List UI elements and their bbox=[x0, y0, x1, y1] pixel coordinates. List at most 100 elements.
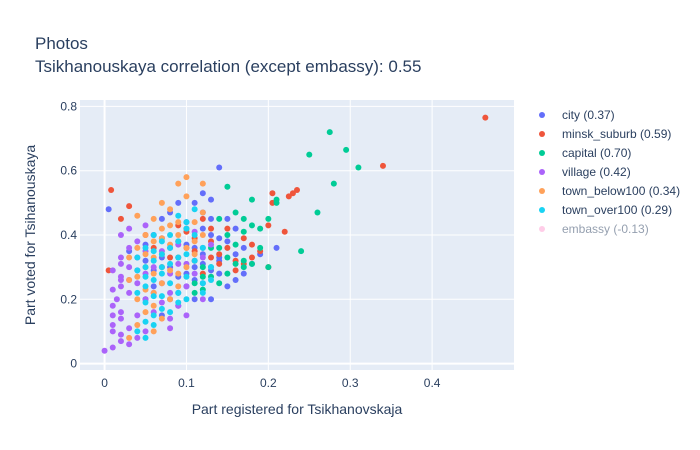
x-tick-label: 0.3 bbox=[342, 376, 359, 390]
data-point bbox=[175, 232, 182, 238]
legend-label[interactable]: capital (0.70) bbox=[562, 146, 631, 160]
data-point bbox=[224, 232, 231, 238]
legend-marker[interactable] bbox=[539, 207, 545, 213]
data-point bbox=[199, 225, 206, 232]
data-point bbox=[113, 296, 120, 303]
data-point bbox=[191, 206, 198, 213]
data-point bbox=[191, 257, 198, 264]
data-point bbox=[175, 219, 182, 226]
data-point bbox=[134, 267, 141, 274]
data-point bbox=[248, 222, 255, 229]
data-point bbox=[117, 338, 124, 345]
data-point bbox=[216, 244, 223, 251]
data-point bbox=[191, 219, 198, 226]
data-point bbox=[265, 222, 272, 229]
data-point bbox=[150, 328, 157, 335]
data-point bbox=[199, 254, 206, 261]
data-point bbox=[199, 209, 206, 216]
legend-marker[interactable] bbox=[539, 188, 545, 194]
data-point bbox=[208, 277, 215, 283]
data-point bbox=[183, 273, 190, 280]
data-point bbox=[281, 228, 288, 235]
data-point bbox=[208, 296, 215, 303]
legend-label[interactable]: town_below100 (0.34) bbox=[562, 184, 680, 198]
data-point bbox=[150, 257, 157, 264]
legend-marker[interactable] bbox=[539, 169, 545, 175]
data-point bbox=[208, 232, 215, 238]
data-point bbox=[216, 280, 223, 287]
data-point bbox=[224, 283, 231, 290]
data-point bbox=[208, 264, 215, 271]
data-point bbox=[306, 151, 313, 158]
data-point bbox=[109, 267, 116, 274]
legend-label[interactable]: embassy (-0.13) bbox=[562, 222, 649, 236]
data-point bbox=[183, 296, 190, 303]
data-point bbox=[167, 244, 174, 251]
data-point bbox=[199, 280, 206, 287]
data-point bbox=[126, 334, 133, 341]
data-point bbox=[208, 196, 215, 203]
data-point bbox=[126, 289, 133, 296]
data-point bbox=[330, 180, 337, 187]
data-point bbox=[126, 341, 133, 348]
data-point bbox=[216, 164, 223, 171]
data-point bbox=[208, 241, 215, 248]
legend-marker[interactable] bbox=[539, 226, 545, 232]
data-point bbox=[257, 225, 264, 232]
data-point bbox=[191, 296, 198, 303]
data-point bbox=[355, 164, 362, 171]
data-point bbox=[265, 264, 272, 271]
legend-label[interactable]: minsk_suburb (0.59) bbox=[562, 127, 671, 141]
legend-marker[interactable] bbox=[539, 150, 545, 156]
data-point bbox=[208, 215, 215, 222]
data-point bbox=[183, 225, 190, 232]
data-point bbox=[108, 187, 115, 193]
data-point bbox=[142, 334, 149, 341]
y-tick-label: 0.6 bbox=[60, 164, 77, 178]
data-point bbox=[482, 114, 489, 121]
data-point bbox=[216, 215, 223, 222]
data-point bbox=[142, 257, 149, 264]
data-point bbox=[142, 318, 149, 325]
data-point bbox=[150, 312, 157, 319]
data-point bbox=[134, 244, 141, 251]
data-point bbox=[248, 196, 255, 203]
data-point bbox=[142, 299, 149, 306]
legend-label[interactable]: city (0.37) bbox=[562, 108, 615, 122]
data-point bbox=[134, 328, 141, 335]
data-point bbox=[117, 273, 124, 280]
data-point bbox=[167, 309, 174, 316]
data-point bbox=[134, 289, 141, 296]
data-point bbox=[273, 244, 280, 251]
data-point bbox=[109, 312, 116, 319]
data-point bbox=[167, 206, 174, 213]
data-point bbox=[326, 129, 333, 136]
legend-label[interactable]: village (0.42) bbox=[562, 165, 631, 179]
data-point bbox=[134, 296, 141, 303]
data-point bbox=[199, 244, 206, 251]
data-point bbox=[126, 203, 133, 210]
data-point bbox=[150, 264, 157, 271]
data-point bbox=[150, 283, 157, 290]
data-point bbox=[158, 215, 165, 222]
legend-label[interactable]: town_over100 (0.29) bbox=[562, 203, 672, 217]
data-point bbox=[248, 260, 255, 267]
data-point bbox=[232, 260, 239, 267]
data-point bbox=[142, 232, 149, 238]
data-point bbox=[142, 251, 149, 258]
legend-marker[interactable] bbox=[539, 112, 545, 118]
data-point bbox=[167, 254, 174, 261]
data-point bbox=[117, 283, 124, 290]
data-point bbox=[175, 199, 182, 206]
data-point bbox=[142, 244, 149, 251]
chart-title: Photos bbox=[35, 34, 88, 53]
legend-marker[interactable] bbox=[539, 131, 545, 137]
data-point bbox=[175, 289, 182, 296]
y-tick-label: 0 bbox=[70, 357, 77, 371]
data-point bbox=[134, 322, 141, 328]
chart-subtitle: Tsikhanouskaya correlation (except embas… bbox=[35, 57, 422, 76]
data-point bbox=[216, 251, 223, 258]
data-point bbox=[158, 251, 165, 258]
data-point bbox=[126, 325, 133, 332]
